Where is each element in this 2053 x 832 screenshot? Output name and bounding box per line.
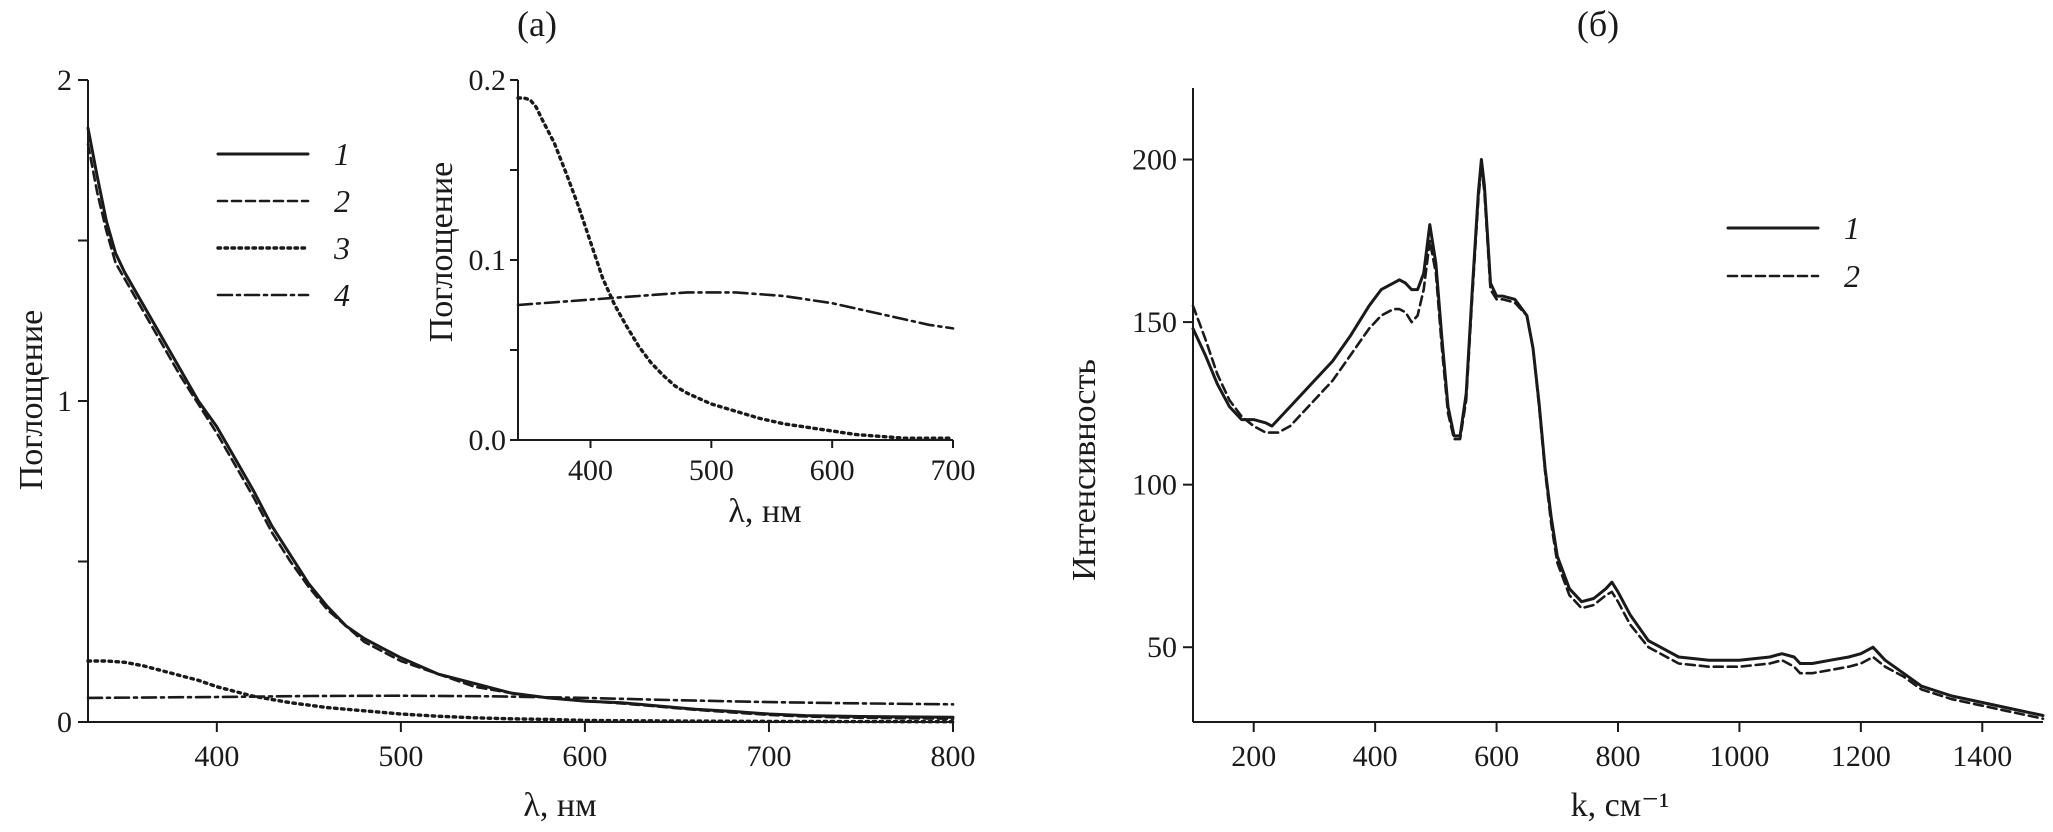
panel-a-y-tick-label: 2 [57,64,72,97]
panel-a-x-tick-label: 500 [378,740,423,773]
panel-b-x-tick-label: 1200 [1831,740,1891,773]
panel-b-x-tick-label: 400 [1353,740,1398,773]
legend-label-1: 1 [1844,210,1860,246]
inset-y-axis-label: Поглощение [423,162,460,343]
panel-b-legend: 12 [1726,210,1860,294]
inset-y-tick-label: 0.1 [469,244,507,277]
inset-y-tick-label: 0.2 [469,64,507,97]
panel-b: (б) 200 400 600 800 1000 1200 140050100150200 … [1066,4,2045,824]
inset-curve-3 [516,96,955,440]
panel-b-x-tick-label: 1000 [1709,740,1769,773]
panel-b-x-tick-label: 600 [1474,740,1519,773]
legend-label-4: 4 [334,277,350,313]
panel-b-y-tick-label: 50 [1147,631,1177,664]
panel-a-x-tick-label: 600 [562,740,607,773]
panel-a-inset: 400 500 600 700 0.0 0.1 0.2 λ, нм Поглощение [423,64,976,530]
panel-b-curve-1 [1191,158,2045,717]
panel-b-y-tick-label: 100 [1132,469,1177,502]
panel-a-x-tick-label: 700 [746,740,791,773]
inset-x-tick-label: 700 [931,454,976,487]
panel-b-y-axis-label: Интенсивность [1066,359,1103,581]
panel-b-curve-2 [1191,164,2045,720]
legend-label-3: 3 [333,230,350,266]
panel-a-y-axis-label: Поглощение [13,310,50,491]
panel-a-x-tick-label: 800 [931,740,976,773]
inset-y-tick-label: 0.0 [469,424,507,457]
panel-a-x-axis-label: λ, нм [523,787,596,824]
panel-b-x-axis-label: k, см⁻¹ [1571,787,1670,824]
panel-a-curve-1 [86,126,955,719]
legend-label-2: 2 [1844,258,1860,294]
panel-a-curve-4 [86,694,955,706]
panel-a-curve-3 [86,659,955,724]
panel-a-legend: 1 2 3 4 [216,136,350,313]
inset-x-tick-label: 600 [810,454,855,487]
panel-b-x-tick-label: 200 [1231,740,1276,773]
panel-a-label: (а) [517,4,557,44]
panel-a-curve-2 [86,142,955,721]
inset-curve-4 [516,291,955,330]
panel-a-y-tick-label: 0 [57,706,72,739]
panel-b-x-tick-label: 800 [1596,740,1641,773]
inset-x-tick-label: 400 [568,454,613,487]
panel-a-y-tick-label: 1 [57,385,72,418]
inset-x-axis-label: λ, нм [728,493,801,530]
panel-b-y-tick-label: 200 [1132,144,1177,177]
panel-b-x-tick-label: 1400 [1952,740,2012,773]
legend-label-1: 1 [334,136,350,172]
panel-b-label: (б) [1577,4,1619,44]
panel-b-y-tick-label: 150 [1132,306,1177,339]
panel-a-x-tick-label: 400 [194,740,239,773]
legend-label-2: 2 [334,183,350,219]
inset-x-tick-label: 500 [689,454,734,487]
